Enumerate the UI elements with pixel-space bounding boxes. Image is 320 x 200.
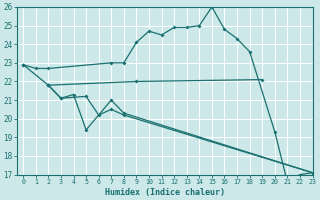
X-axis label: Humidex (Indice chaleur): Humidex (Indice chaleur) — [105, 188, 225, 197]
